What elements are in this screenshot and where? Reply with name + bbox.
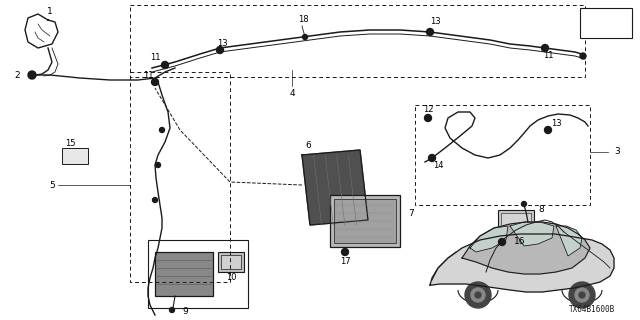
- Circle shape: [545, 126, 552, 133]
- Circle shape: [159, 127, 164, 132]
- Bar: [415, 105, 590, 205]
- Circle shape: [426, 28, 433, 36]
- Polygon shape: [462, 222, 590, 274]
- Polygon shape: [556, 226, 582, 256]
- Text: 12: 12: [423, 106, 433, 115]
- Text: 10: 10: [226, 274, 236, 283]
- Circle shape: [475, 292, 481, 298]
- Text: 11: 11: [143, 70, 153, 79]
- Circle shape: [342, 249, 349, 255]
- Bar: [221, 255, 241, 269]
- Circle shape: [429, 155, 435, 162]
- Text: 15: 15: [65, 140, 76, 148]
- Text: 13: 13: [550, 119, 561, 129]
- Circle shape: [152, 197, 157, 203]
- Circle shape: [541, 44, 548, 52]
- Text: 11: 11: [150, 52, 160, 61]
- Text: 13: 13: [429, 18, 440, 27]
- Circle shape: [579, 292, 585, 298]
- Bar: [62, 148, 88, 164]
- Circle shape: [569, 282, 595, 308]
- Text: 13: 13: [217, 38, 227, 47]
- Circle shape: [499, 238, 506, 245]
- Polygon shape: [302, 150, 368, 225]
- Text: 11: 11: [543, 52, 553, 60]
- Text: 16: 16: [514, 237, 525, 246]
- Circle shape: [170, 308, 175, 313]
- Circle shape: [303, 35, 307, 39]
- Bar: [155, 252, 213, 296]
- Bar: [218, 252, 244, 272]
- Text: 18: 18: [298, 15, 308, 25]
- Circle shape: [152, 78, 159, 85]
- Bar: [130, 72, 230, 282]
- Text: 14: 14: [433, 162, 444, 171]
- Text: 17: 17: [340, 258, 350, 267]
- Circle shape: [522, 202, 527, 206]
- Polygon shape: [510, 222, 554, 246]
- Circle shape: [580, 53, 586, 59]
- Bar: [334, 199, 396, 243]
- Text: 6: 6: [305, 141, 311, 150]
- Text: 9: 9: [182, 308, 188, 316]
- Text: 1: 1: [47, 7, 53, 17]
- Text: 8: 8: [538, 205, 544, 214]
- Circle shape: [471, 288, 485, 302]
- Text: TX64B1600B: TX64B1600B: [569, 305, 615, 314]
- Text: 2: 2: [14, 70, 20, 79]
- Circle shape: [28, 71, 36, 79]
- Circle shape: [216, 46, 223, 53]
- Text: 3: 3: [614, 148, 620, 156]
- Circle shape: [156, 163, 161, 167]
- Bar: [580, 8, 632, 38]
- Polygon shape: [430, 234, 614, 292]
- Text: Fr.: Fr.: [588, 19, 602, 29]
- Circle shape: [424, 115, 431, 122]
- Circle shape: [575, 288, 589, 302]
- Circle shape: [161, 61, 168, 68]
- Text: 5: 5: [49, 180, 55, 189]
- Circle shape: [465, 282, 491, 308]
- Text: 4: 4: [289, 89, 295, 98]
- Bar: [148, 240, 248, 308]
- Bar: [498, 210, 534, 236]
- Bar: [130, 5, 585, 77]
- Polygon shape: [470, 226, 508, 252]
- Text: 7: 7: [408, 209, 413, 218]
- Bar: [501, 213, 531, 233]
- Bar: [330, 195, 400, 247]
